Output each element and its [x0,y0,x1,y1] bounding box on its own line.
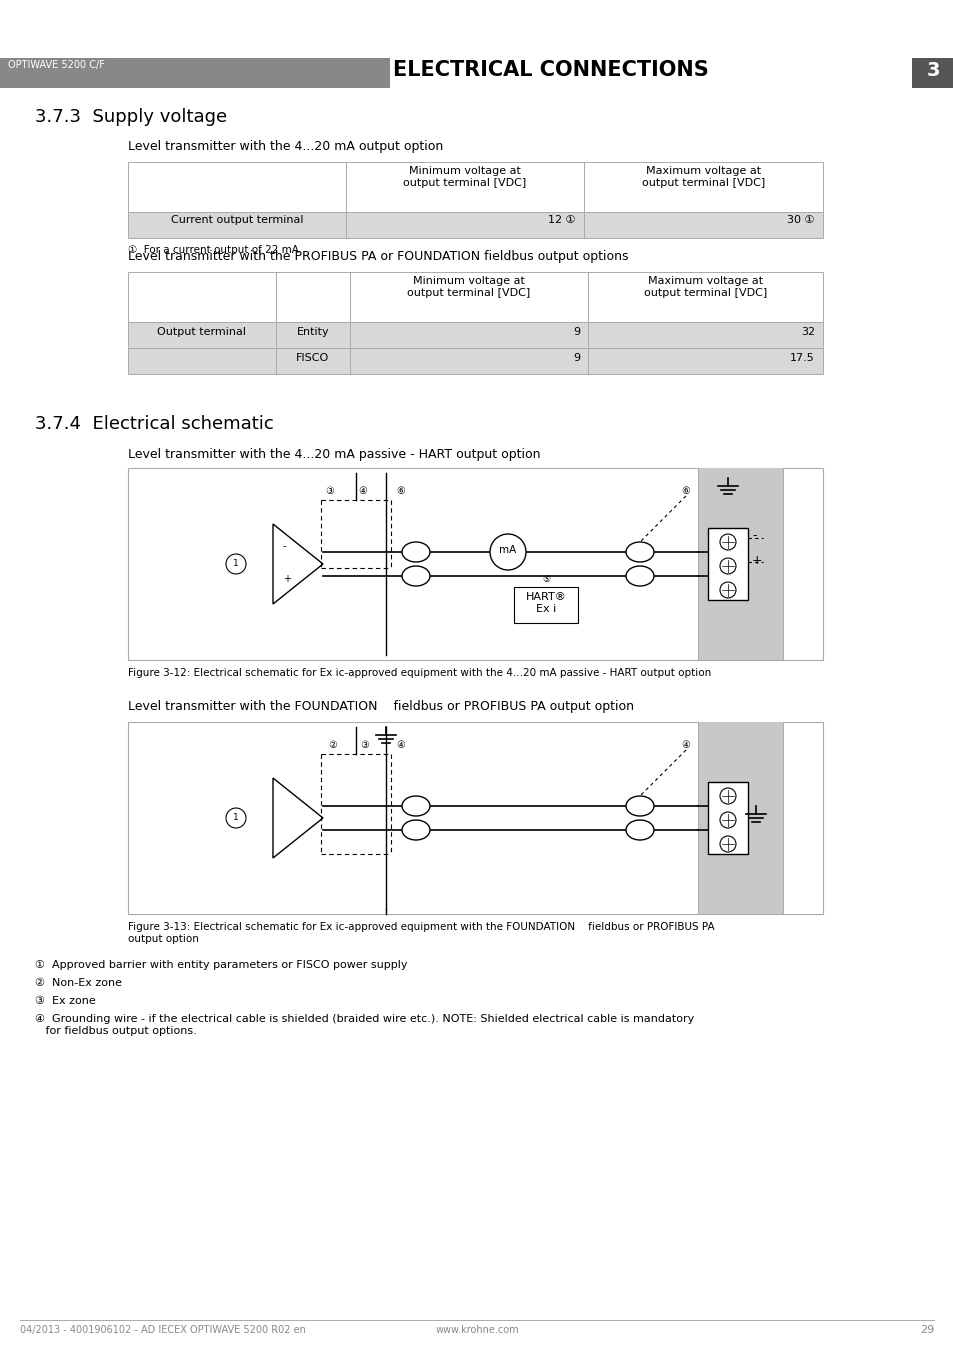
Bar [698,721,782,915]
Text: Maximum voltage at
output terminal [VDC]: Maximum voltage at output terminal [VDC] [643,276,766,297]
Text: mA: mA [498,544,517,555]
Bar [0,58,953,88]
Text: 30 ①: 30 ① [786,215,814,226]
Ellipse shape [625,796,654,816]
Text: Level transmitter with the FOUNDATION    fieldbus or PROFIBUS PA output option: Level transmitter with the FOUNDATION fi… [128,700,634,713]
Text: ④: ④ [395,740,404,750]
Text: Level transmitter with the 4...20 mA passive - HART output option: Level transmitter with the 4...20 mA pas… [128,449,540,461]
Text: 3: 3 [925,61,939,80]
Text: ④  Grounding wire - if the electrical cable is shielded (braided wire etc.). NOT: ④ Grounding wire - if the electrical cab… [35,1015,694,1036]
Text: 12 ①: 12 ① [548,215,576,226]
Text: ①  Approved barrier with entity parameters or FISCO power supply: ① Approved barrier with entity parameter… [35,961,407,970]
Bar [128,322,822,349]
Bar [390,58,919,88]
Bar [707,782,747,854]
Bar [698,467,782,661]
Text: 32: 32 [800,327,814,336]
Text: ③  Ex zone: ③ Ex zone [35,996,95,1006]
Text: Current output terminal: Current output terminal [171,215,303,226]
Ellipse shape [401,796,430,816]
Text: www.krohne.com: www.krohne.com [435,1325,518,1335]
Bar [911,58,953,88]
Text: -: - [283,540,286,551]
Bar [128,721,822,915]
Ellipse shape [401,820,430,840]
Bar [128,212,822,238]
Text: Minimum voltage at
output terminal [VDC]: Minimum voltage at output terminal [VDC] [403,166,526,188]
Text: 04/2013 - 4001906102 - AD IECEX OPTIWAVE 5200 R02 en: 04/2013 - 4001906102 - AD IECEX OPTIWAVE… [20,1325,306,1335]
Text: ③: ③ [325,486,334,496]
Text: -: - [751,530,756,543]
Text: Figure 3-12: Electrical schematic for Ex ic-approved equipment with the 4...20 m: Figure 3-12: Electrical schematic for Ex… [128,667,711,678]
Ellipse shape [625,566,654,586]
Bar [128,162,822,212]
Text: ②  Non-Ex zone: ② Non-Ex zone [35,978,122,988]
Ellipse shape [401,566,430,586]
Text: ①  For a current output of 22 mA: ① For a current output of 22 mA [128,245,298,255]
Text: 3.7.3  Supply voltage: 3.7.3 Supply voltage [35,108,227,126]
Text: 17.5: 17.5 [789,353,814,363]
Bar [514,586,578,623]
Text: 9: 9 [572,327,579,336]
Text: Level transmitter with the PROFIBUS PA or FOUNDATION fieldbus output options: Level transmitter with the PROFIBUS PA o… [128,250,628,263]
Text: 1: 1 [233,813,238,823]
Text: Output terminal: Output terminal [157,327,246,336]
Text: ELECTRICAL CONNECTIONS: ELECTRICAL CONNECTIONS [393,59,708,80]
Ellipse shape [401,542,430,562]
Ellipse shape [625,542,654,562]
Text: 9: 9 [572,353,579,363]
Ellipse shape [625,820,654,840]
Text: HART®
Ex i: HART® Ex i [525,592,566,613]
Text: Figure 3-13: Electrical schematic for Ex ic-approved equipment with the FOUNDATI: Figure 3-13: Electrical schematic for Ex… [128,921,714,943]
Text: ⑥: ⑥ [395,486,404,496]
Text: Entity: Entity [296,327,329,336]
Circle shape [490,534,525,570]
Text: ④: ④ [357,486,366,496]
Text: Maximum voltage at
output terminal [VDC]: Maximum voltage at output terminal [VDC] [641,166,764,188]
Bar [707,528,747,600]
Text: ⑤: ⑤ [541,576,550,584]
Text: 29: 29 [919,1325,933,1335]
Text: ②: ② [328,740,336,750]
Text: +: + [751,554,761,566]
Bar [128,272,822,322]
Text: ④: ④ [680,740,690,750]
Text: 3.7.4  Electrical schematic: 3.7.4 Electrical schematic [35,415,274,434]
Text: FISCO: FISCO [296,353,330,363]
Text: ③: ③ [359,740,369,750]
Text: Level transmitter with the 4...20 mA output option: Level transmitter with the 4...20 mA out… [128,141,443,153]
Bar [128,349,822,374]
Text: Minimum voltage at
output terminal [VDC]: Minimum voltage at output terminal [VDC] [407,276,530,297]
Text: +: + [283,574,291,584]
Bar [128,467,822,661]
Text: OPTIWAVE 5200 C/F: OPTIWAVE 5200 C/F [8,59,105,70]
Text: ⑥: ⑥ [680,486,690,496]
Text: 1: 1 [233,559,238,569]
